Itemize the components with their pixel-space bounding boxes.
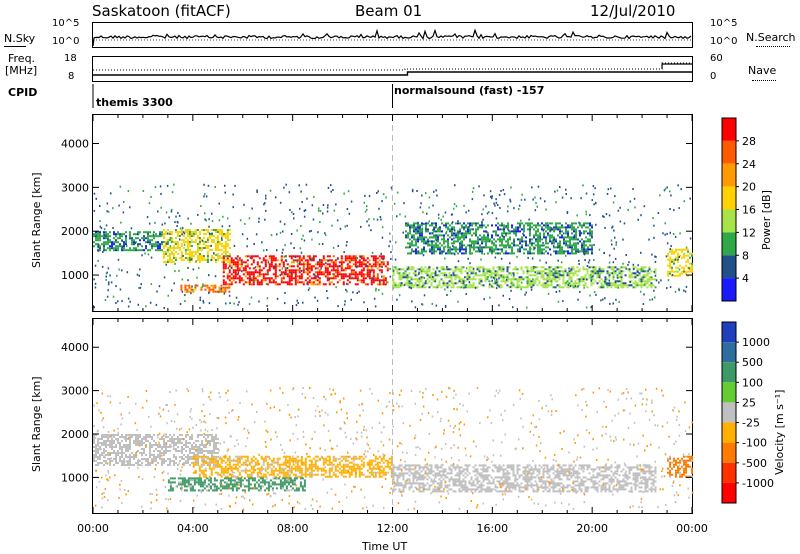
velocity-ytick-label: 3000 xyxy=(61,385,89,398)
power-colorbar-segment xyxy=(722,278,736,301)
x-tick-label: 16:00 xyxy=(476,522,508,535)
nsky-strip-frame xyxy=(92,22,693,48)
nsearch-tick-top: 10^5 xyxy=(710,18,738,29)
power-colorbar-segment xyxy=(722,163,736,187)
nsky-label: N.Sky xyxy=(4,32,36,45)
nave-trace xyxy=(93,62,692,71)
nsky-underline xyxy=(4,46,26,47)
cpid-label: CPID xyxy=(8,86,38,99)
freq-strip-frame xyxy=(92,56,693,82)
power-ytick-label: 2000 xyxy=(61,225,89,238)
power-colorbar-tick-label: 4 xyxy=(742,272,749,285)
nave-label: Nave xyxy=(748,64,777,77)
power-echo-region xyxy=(162,229,231,263)
velocity-colorbar-tick-label: 100 xyxy=(742,376,763,389)
power-noise-echoes xyxy=(93,183,692,309)
power-ytick-label: 3000 xyxy=(61,181,89,194)
velocity-colorbar-segment xyxy=(722,342,736,363)
velocity-colorbar-tick-label: 25 xyxy=(742,396,756,409)
power-colorbar-segment xyxy=(722,140,736,164)
x-tick-label: 04:00 xyxy=(177,522,209,535)
x-tick-label: 00:00 xyxy=(676,522,708,535)
x-tick-label: 00:00 xyxy=(77,522,109,535)
date-title: 12/Jul/2010 xyxy=(590,2,676,20)
freq-tick-top: 18 xyxy=(64,53,77,64)
nsky-trace xyxy=(92,28,692,47)
velocity-colorbar-segment xyxy=(722,362,736,383)
velocity-echo-region xyxy=(93,434,219,466)
freq-trace xyxy=(93,71,692,76)
freq-tick-bottom: 8 xyxy=(68,71,75,82)
velocity-colorbar-segment xyxy=(722,402,736,423)
nsky-tick-top: 10^5 xyxy=(52,18,80,29)
velocity-colorbar-frame xyxy=(721,321,737,504)
power-colorbar-tick-label: 16 xyxy=(742,204,756,217)
velocity-echo-region xyxy=(392,464,657,493)
power-ytick-label: 1000 xyxy=(61,269,89,282)
cpid-segment-1: themis 3300 xyxy=(96,96,173,109)
power-colorbar-tick-label: 24 xyxy=(742,158,756,171)
x-tick-label: 08:00 xyxy=(277,522,309,535)
power-echo-region xyxy=(180,284,231,293)
nave-legend-line xyxy=(752,80,776,81)
velocity-ytick-label: 4000 xyxy=(61,341,89,354)
velocity-echo-region xyxy=(192,455,393,478)
freq-label: Freq. xyxy=(8,52,36,65)
power-echo-region xyxy=(667,248,693,277)
nsearch-legend-line xyxy=(756,46,790,47)
velocity-colorbar-tick-label: 1000 xyxy=(742,336,770,349)
velocity-ytick-label: 2000 xyxy=(61,428,89,441)
x-tick-label: 20:00 xyxy=(576,522,608,535)
velocity-echo-region xyxy=(667,455,693,478)
velocity-colorbar-tick-label: -1000 xyxy=(742,477,774,490)
nave-tick-bottom: 0 xyxy=(710,71,717,82)
velocity-ytick-label: 1000 xyxy=(61,471,89,484)
nave-tick-top: 60 xyxy=(710,53,723,64)
velocity-colorbar-segment xyxy=(722,322,736,343)
nsearch-tick-bottom: 10^0 xyxy=(710,36,738,47)
velocity-colorbar-segment xyxy=(722,482,736,503)
velocity-colorbar-tick-label: 500 xyxy=(742,356,763,369)
power-colorbar-tick-label: 8 xyxy=(742,249,749,262)
power-ytick-label: 4000 xyxy=(61,138,89,151)
freq-unit: [MHz] xyxy=(5,64,38,77)
x-tick-label: 12:00 xyxy=(377,522,409,535)
power-colorbar-segment xyxy=(722,232,736,256)
velocity-colorbar-segment xyxy=(722,462,736,483)
nsky-tick-bottom: 10^0 xyxy=(52,36,80,47)
x-axis-label: Time UT xyxy=(362,540,408,553)
power-echo-region xyxy=(392,266,657,289)
velocity-noise-echoes xyxy=(93,387,694,511)
power-colorbar-segment xyxy=(722,255,736,279)
nsearch-label: N.Search xyxy=(746,31,796,44)
power-panel-frame xyxy=(92,114,693,312)
power-colorbar-segment xyxy=(722,118,736,141)
power-echo-region xyxy=(93,231,163,252)
velocity-colorbar-tick-label: -100 xyxy=(742,437,767,450)
power-colorbar-tick-label: 20 xyxy=(742,181,756,194)
station-title: Saskatoon (fitACF) xyxy=(92,2,231,20)
power-colorbar-segment xyxy=(722,186,736,210)
velocity-echo-region xyxy=(167,477,306,492)
power-colorbar-tick-label: 28 xyxy=(742,135,756,148)
power-colorbar-segment xyxy=(722,209,736,233)
velocity-colorbar-segment xyxy=(722,382,736,403)
velocity-panel-frame xyxy=(92,318,693,514)
velocity-colorbar-tick-label: -500 xyxy=(742,457,767,470)
cpid-segment-2: normalsound (fast) -157 xyxy=(394,84,545,97)
power-echo-region xyxy=(405,222,593,255)
velocity-colorbar-segment xyxy=(722,422,736,443)
velocity-colorbar-tick-label: -25 xyxy=(742,417,760,430)
power-echo-region xyxy=(222,255,389,286)
beam-title: Beam 01 xyxy=(355,2,423,20)
velocity-colorbar-segment xyxy=(722,442,736,463)
power-colorbar-tick-label: 12 xyxy=(742,226,756,239)
freq-step-trace xyxy=(661,63,692,69)
